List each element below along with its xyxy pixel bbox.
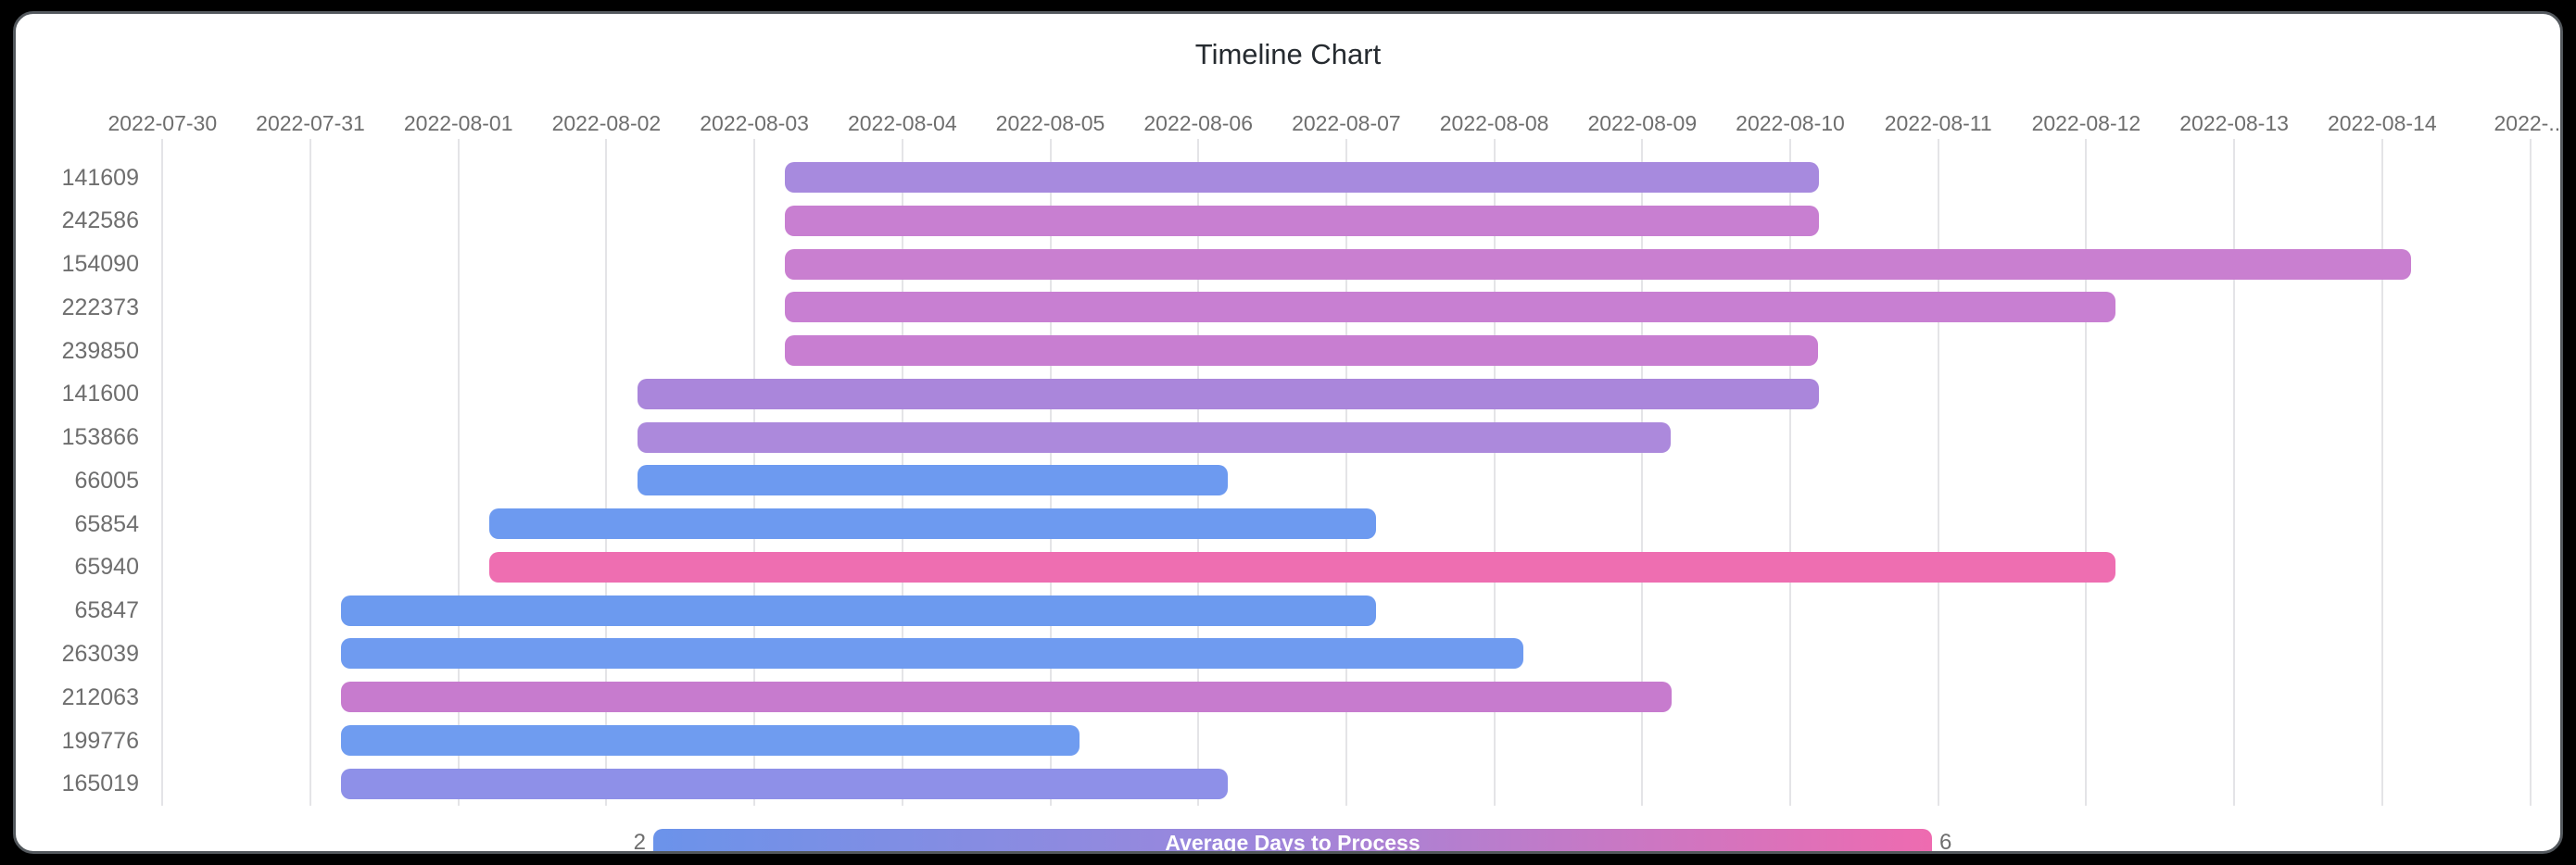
gridline xyxy=(457,139,460,806)
y-tick-label: 242586 xyxy=(61,207,139,234)
x-tick-label: 2022-08-09 xyxy=(1587,111,1698,135)
y-tick-label: 212063 xyxy=(61,683,139,710)
timeline-bar[interactable] xyxy=(341,682,1672,713)
y-tick-label: 165019 xyxy=(61,771,139,797)
timeline-bar[interactable] xyxy=(341,768,1228,799)
y-tick-label: 65940 xyxy=(74,554,139,581)
gridline xyxy=(605,139,608,806)
gridline xyxy=(2380,139,2383,806)
legend-max-value: 6 xyxy=(1939,830,1952,854)
y-tick-label: 222373 xyxy=(61,294,139,320)
chart-title: Timeline Chart xyxy=(1194,38,1382,70)
timeline-bar[interactable] xyxy=(785,248,2412,280)
y-tick-label: 141600 xyxy=(61,381,139,407)
gridline xyxy=(2233,139,2236,806)
timeline-bar[interactable] xyxy=(488,508,1377,540)
legend-min-value: 2 xyxy=(633,830,646,854)
gridline xyxy=(309,139,311,806)
y-tick-label: 65854 xyxy=(74,510,139,537)
y-tick-label: 154090 xyxy=(61,251,139,278)
x-tick-label: 2022-08-03 xyxy=(700,111,809,135)
timeline-bar[interactable] xyxy=(488,551,2115,583)
y-tick-label: 199776 xyxy=(61,727,139,754)
x-tick-label: 2022-08-12 xyxy=(2031,111,2141,135)
gridline xyxy=(2085,139,2088,806)
x-tick-label: 2022-08-10 xyxy=(1736,111,1845,135)
x-tick-label: 2022-08-13 xyxy=(2179,111,2289,135)
x-tick-label: 2022-08-04 xyxy=(847,111,957,135)
timeline-bar[interactable] xyxy=(637,378,1820,409)
gridline xyxy=(1345,139,1347,806)
y-tick-label: 263039 xyxy=(61,640,139,667)
legend-colorbar xyxy=(653,829,1932,851)
legend-title: Average Days to Process xyxy=(1165,831,1421,854)
x-tick-label: 2022-08-11 xyxy=(1884,111,1992,135)
chart-card: Timeline Chart 2022-07-30 2022-07-31 2022-… xyxy=(13,11,2563,854)
y-tick-label: 153866 xyxy=(61,424,139,451)
timeline-bar[interactable] xyxy=(785,335,1819,367)
x-tick-label: 2022-08-07 xyxy=(1292,111,1401,135)
gridline xyxy=(2529,139,2532,806)
gridline xyxy=(1641,139,1644,806)
timeline-bar[interactable] xyxy=(785,162,1820,193)
timeline-bar[interactable] xyxy=(785,292,2115,323)
x-tick-label: 2022-08-01 xyxy=(403,111,513,135)
timeline-bar[interactable] xyxy=(341,638,1524,670)
y-tick-label: 239850 xyxy=(61,337,139,364)
gridline xyxy=(1789,139,1791,806)
timeline-bar[interactable] xyxy=(341,595,1377,626)
timeline-bar[interactable] xyxy=(341,725,1080,756)
x-tick-label: 2022-07-30 xyxy=(107,111,218,135)
y-tick-label: 141609 xyxy=(61,164,139,191)
timeline-plot-area: Timeline Chart 2022-07-30 2022-07-31 2022-… xyxy=(16,14,2560,851)
x-tick-label: 2022-08-06 xyxy=(1143,111,1254,135)
x-tick-label: 2022-08-14 xyxy=(2327,111,2437,135)
gridline xyxy=(161,139,164,806)
timeline-bar[interactable] xyxy=(785,205,1820,236)
gridline xyxy=(1493,139,1496,806)
y-tick-label: 66005 xyxy=(74,467,139,494)
x-tick-label: 2022-08-08 xyxy=(1439,111,1549,135)
gridline xyxy=(1937,139,1939,806)
timeline-bar[interactable] xyxy=(637,421,1672,453)
x-tick-label: 2022-08-02 xyxy=(551,111,662,135)
y-tick-label: 65847 xyxy=(74,597,139,624)
timeline-bar[interactable] xyxy=(637,465,1228,496)
x-tick-label: 2022-08-05 xyxy=(995,111,1105,135)
x-tick-label: 2022-... xyxy=(2494,111,2563,135)
x-tick-label: 2022-07-31 xyxy=(256,111,365,135)
